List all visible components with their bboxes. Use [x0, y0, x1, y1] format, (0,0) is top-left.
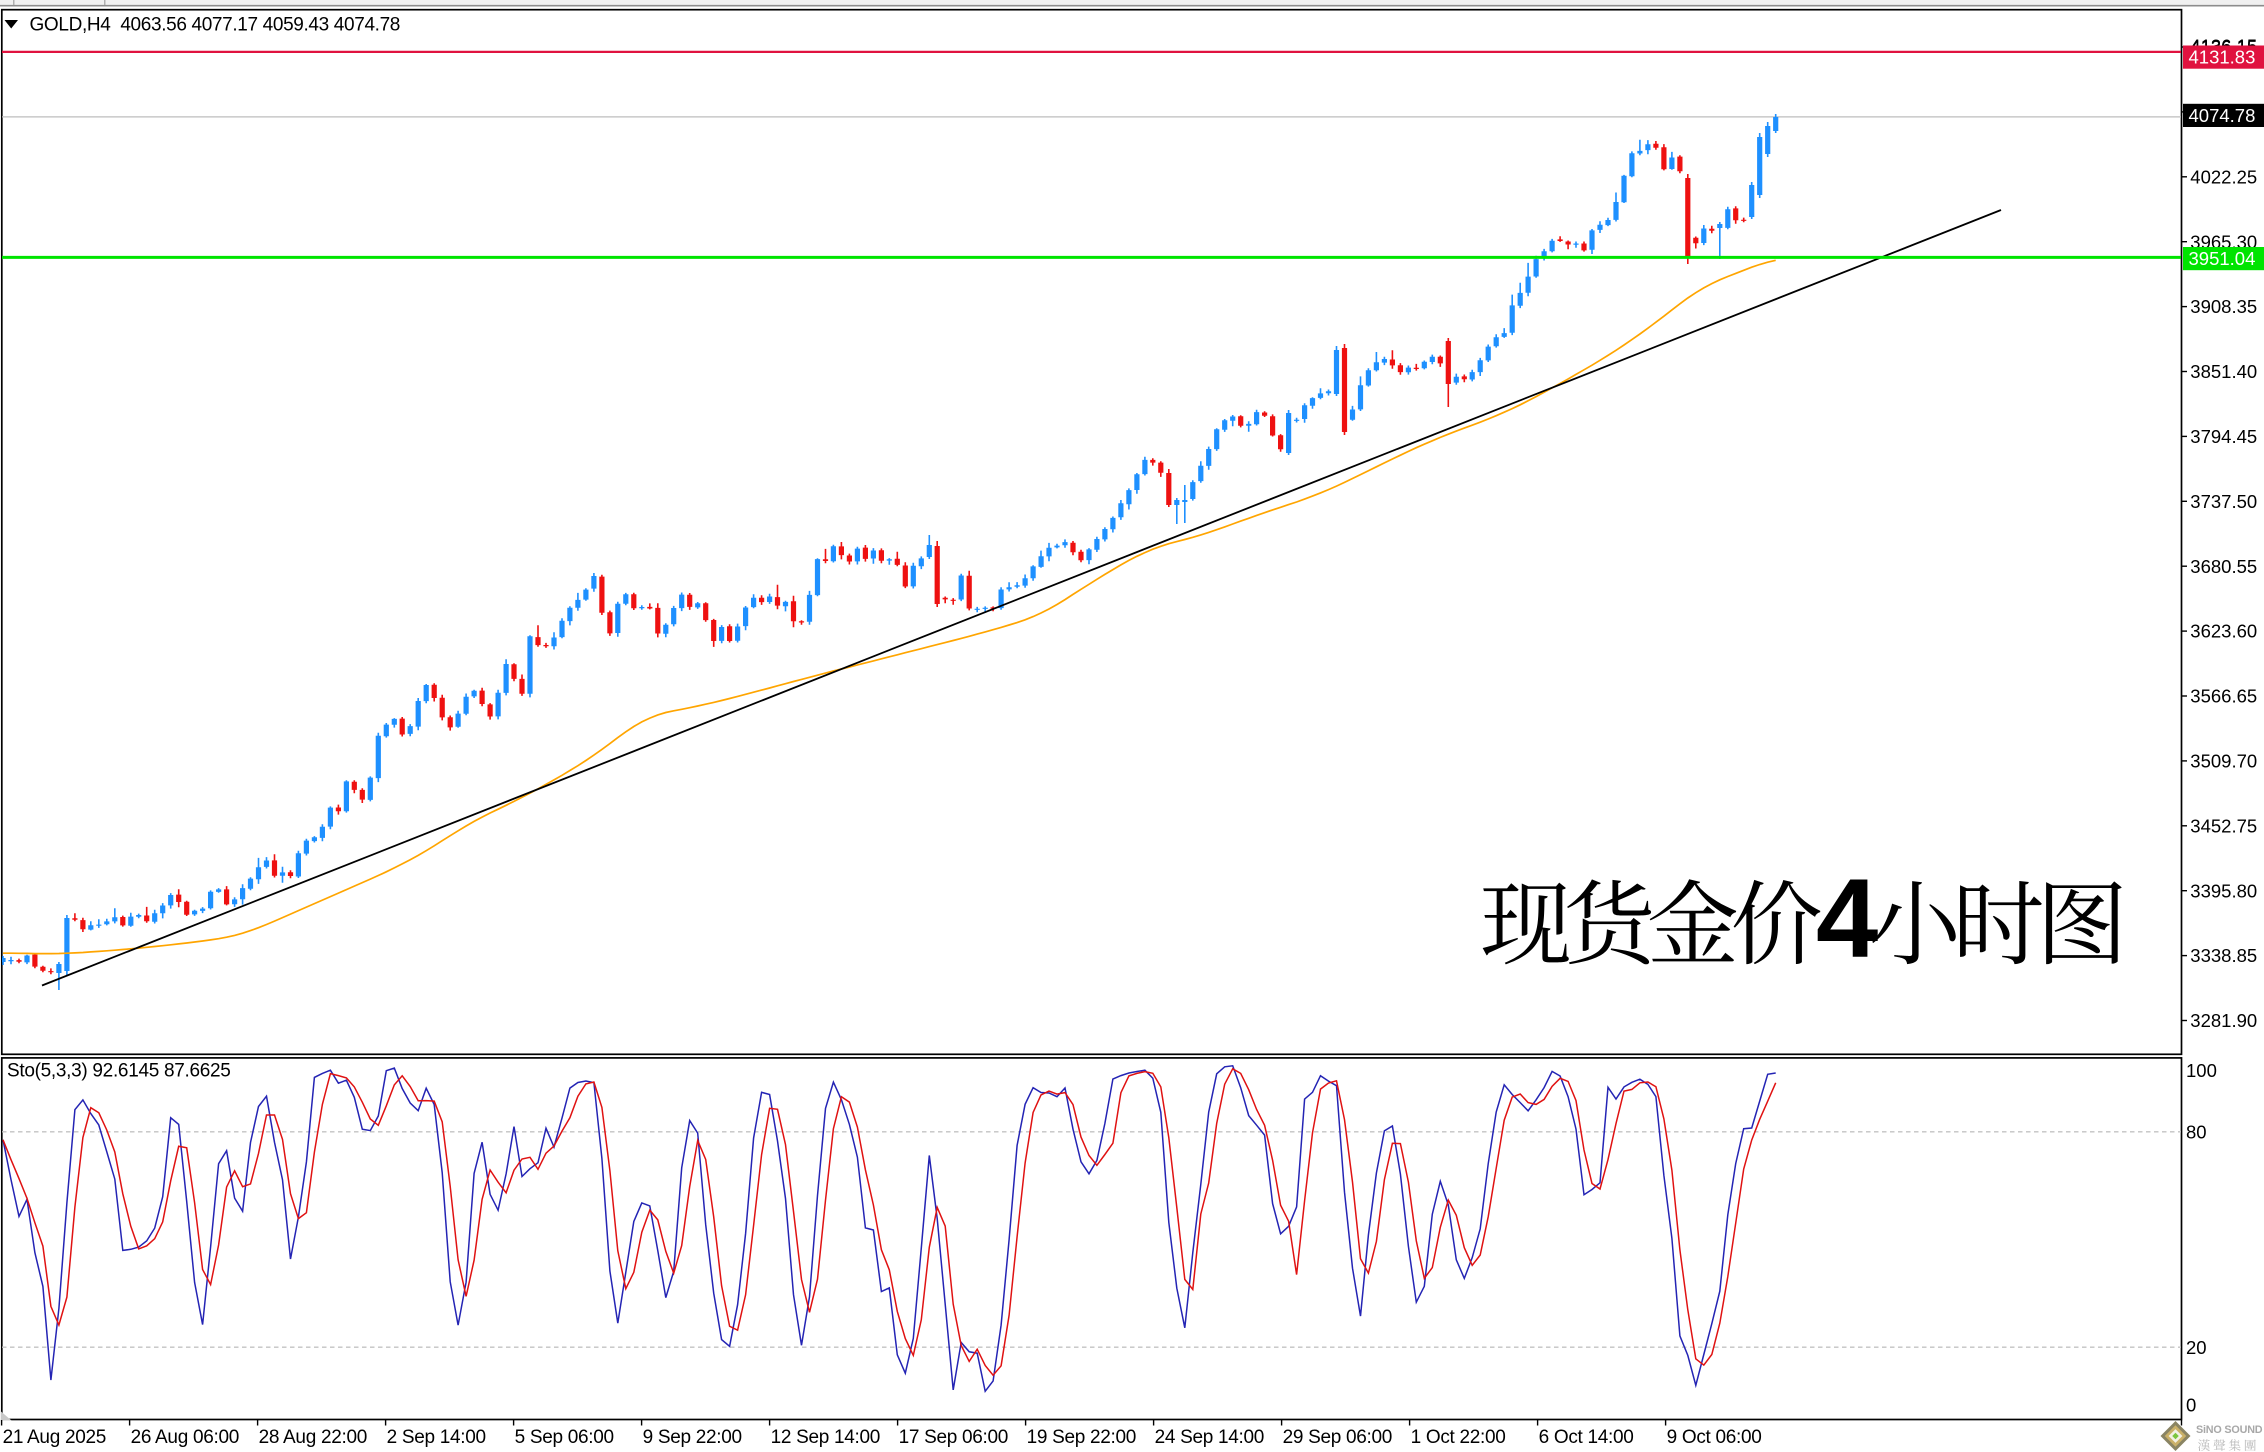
svg-text:21 Aug 2025: 21 Aug 2025 — [3, 1427, 106, 1448]
svg-text:3395.80: 3395.80 — [2190, 880, 2257, 901]
svg-text:5 Sep 06:00: 5 Sep 06:00 — [515, 1427, 614, 1448]
svg-text:3509.70: 3509.70 — [2190, 751, 2257, 772]
svg-text:Sto(5,3,3) 92.6145 87.6625: Sto(5,3,3) 92.6145 87.6625 — [7, 1061, 231, 1082]
svg-text:2 Sep 14:00: 2 Sep 14:00 — [387, 1427, 486, 1448]
svg-text:3908.35: 3908.35 — [2190, 296, 2257, 317]
svg-text:20: 20 — [2186, 1337, 2207, 1358]
svg-text:4074.78: 4074.78 — [2189, 105, 2256, 126]
svg-text:GOLD,H4 4063.56 4077.17 4059.: GOLD,H4 4063.56 4077.17 4059.43 4074.78 — [30, 15, 401, 36]
svg-text:6 Oct 14:00: 6 Oct 14:00 — [1539, 1427, 1634, 1448]
svg-text:28 Aug 22:00: 28 Aug 22:00 — [259, 1427, 367, 1448]
svg-text:3851.40: 3851.40 — [2190, 361, 2257, 382]
svg-text:4131.83: 4131.83 — [2189, 47, 2256, 68]
svg-text:4022.25: 4022.25 — [2190, 166, 2257, 187]
svg-text:3566.65: 3566.65 — [2190, 686, 2257, 707]
svg-text:3281.90: 3281.90 — [2190, 1010, 2257, 1031]
svg-text:29 Sep 06:00: 29 Sep 06:00 — [1283, 1427, 1392, 1448]
svg-text:3452.75: 3452.75 — [2190, 815, 2257, 836]
svg-text:1 Oct 22:00: 1 Oct 22:00 — [1411, 1427, 1506, 1448]
svg-text:3623.60: 3623.60 — [2190, 621, 2257, 642]
svg-text:0: 0 — [2186, 1395, 2196, 1416]
svg-text:26 Aug 06:00: 26 Aug 06:00 — [131, 1427, 239, 1448]
svg-text:3737.50: 3737.50 — [2190, 491, 2257, 512]
svg-text:9 Oct 06:00: 9 Oct 06:00 — [1667, 1427, 1762, 1448]
svg-text:9 Sep 22:00: 9 Sep 22:00 — [643, 1427, 742, 1448]
svg-text:3338.85: 3338.85 — [2190, 945, 2257, 966]
svg-text:12 Sep 14:00: 12 Sep 14:00 — [771, 1427, 880, 1448]
svg-text:19 Sep 22:00: 19 Sep 22:00 — [1027, 1427, 1136, 1448]
svg-text:3794.45: 3794.45 — [2190, 426, 2257, 447]
svg-text:100: 100 — [2186, 1060, 2217, 1081]
svg-text:SiNO SOUND: SiNO SOUND — [2196, 1424, 2263, 1436]
svg-text:3951.04: 3951.04 — [2189, 248, 2256, 269]
svg-text:80: 80 — [2186, 1121, 2207, 1142]
svg-text:3680.55: 3680.55 — [2190, 556, 2257, 577]
svg-text:4: 4 — [1816, 856, 1878, 981]
svg-text:24 Sep 14:00: 24 Sep 14:00 — [1155, 1427, 1264, 1448]
svg-text:17 Sep 06:00: 17 Sep 06:00 — [899, 1427, 1008, 1448]
